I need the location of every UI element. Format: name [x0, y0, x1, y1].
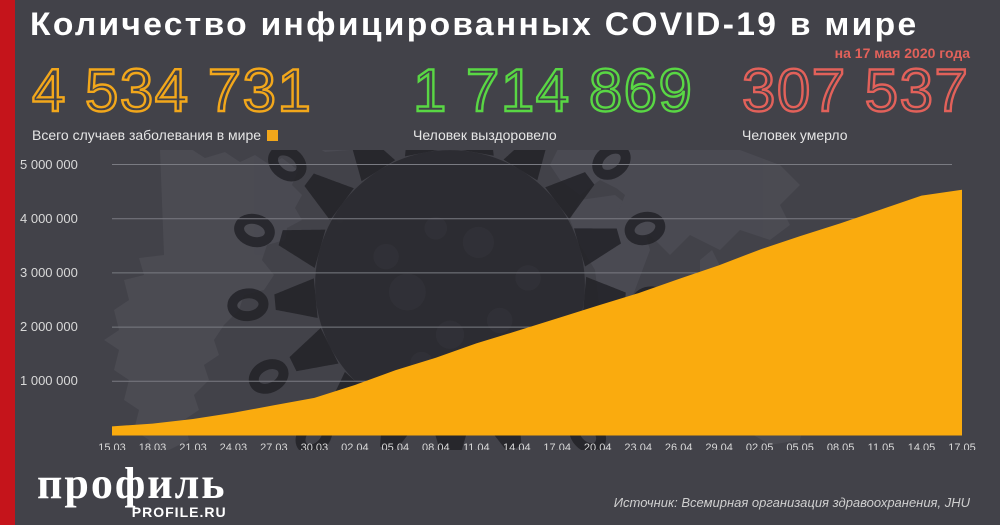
- svg-text:4 534 731: 4 534 731: [32, 57, 312, 124]
- svg-text:30.03: 30.03: [301, 442, 329, 450]
- svg-text:08.04: 08.04: [422, 442, 450, 450]
- svg-text:18.03: 18.03: [139, 442, 167, 450]
- svg-text:26.04: 26.04: [665, 442, 693, 450]
- svg-text:1 714 869: 1 714 869: [413, 57, 693, 124]
- svg-text:23.04: 23.04: [624, 442, 652, 450]
- svg-text:02.05: 02.05: [746, 442, 774, 450]
- svg-text:17.04: 17.04: [543, 442, 571, 450]
- svg-text:08.05: 08.05: [827, 442, 855, 450]
- svg-text:307 537: 307 537: [742, 57, 969, 124]
- svg-text:05.05: 05.05: [786, 442, 814, 450]
- svg-text:21.03: 21.03: [179, 442, 207, 450]
- svg-text:27.03: 27.03: [260, 442, 288, 450]
- svg-text:24.03: 24.03: [220, 442, 248, 450]
- svg-text:20.04: 20.04: [584, 442, 612, 450]
- svg-text:4 000 000: 4 000 000: [20, 211, 78, 226]
- svg-text:1 000 000: 1 000 000: [20, 373, 78, 388]
- svg-text:5 000 000: 5 000 000: [20, 157, 78, 172]
- svg-text:2 000 000: 2 000 000: [20, 319, 78, 334]
- svg-text:02.04: 02.04: [341, 442, 369, 450]
- svg-text:11.04: 11.04: [463, 442, 490, 450]
- svg-text:29.04: 29.04: [705, 442, 733, 450]
- svg-text:3 000 000: 3 000 000: [20, 265, 78, 280]
- svg-text:11.05: 11.05: [868, 442, 895, 450]
- svg-text:14.04: 14.04: [503, 442, 531, 450]
- svg-text:14.05: 14.05: [908, 442, 936, 450]
- svg-text:15.03: 15.03: [98, 442, 126, 450]
- svg-text:05.04: 05.04: [382, 442, 410, 450]
- svg-text:17.05: 17.05: [948, 442, 976, 450]
